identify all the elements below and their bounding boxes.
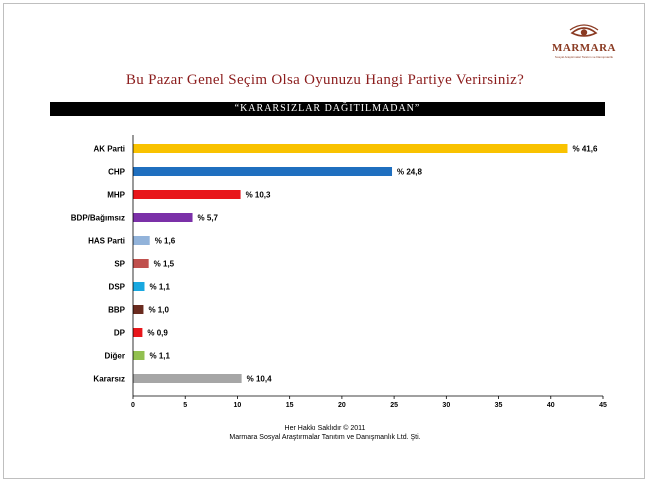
value-label: % 1,1 (149, 283, 170, 292)
bar (133, 167, 393, 176)
subtitle-banner: “KARARSIZLAR DAĞITILMADAN” (50, 102, 605, 116)
value-label: % 0,9 (147, 329, 168, 338)
value-label: % 10,3 (246, 191, 271, 200)
category-label: DSP (109, 283, 126, 292)
slide-frame (3, 3, 645, 479)
logo-tagline: Sosyal Araştırmalar Tanıtım ve Danışmanl… (554, 55, 614, 59)
category-label: Kararsız (93, 375, 125, 384)
marmara-logo: MARMARA Sosyal Araştırmalar Tanıtım ve D… (548, 22, 620, 62)
category-label: BDP/Bağımsız (71, 214, 125, 223)
footer-copyright: Her Hakkı Saklıdır © 2011 (284, 425, 366, 432)
x-tick-label: 35 (495, 402, 503, 409)
category-label: CHP (108, 168, 126, 177)
value-label: % 24,8 (397, 168, 422, 177)
value-label: % 1,0 (148, 306, 169, 315)
chart-title: Bu Pazar Genel Seçim Olsa Oyunuzu Hangi … (125, 72, 525, 88)
value-label: % 5,7 (198, 214, 219, 223)
bar (133, 259, 149, 268)
bar (133, 144, 568, 153)
bar (133, 305, 144, 314)
bar (133, 236, 150, 245)
x-tick-label: 25 (390, 402, 398, 409)
bar (133, 328, 143, 337)
footer: Her Hakkı Saklıdır © 2011 Marmara Sosyal… (0, 424, 650, 442)
category-label: HAS Parti (88, 237, 125, 246)
x-tick-label: 0 (131, 402, 135, 409)
bar (133, 190, 241, 199)
category-label: AK Parti (93, 145, 125, 154)
category-label: Diğer (105, 352, 125, 361)
category-label: MHP (107, 191, 125, 200)
value-label: % 41,6 (572, 145, 597, 154)
value-label: % 1,6 (155, 237, 176, 246)
bar (133, 213, 193, 222)
x-tick-label: 30 (442, 402, 450, 409)
eye-logo-icon (569, 24, 599, 37)
logo-brand-name: MARMARA (552, 42, 616, 54)
value-label: % 10,4 (247, 375, 272, 384)
x-tick-label: 5 (183, 402, 187, 409)
bar (133, 282, 145, 291)
category-label: DP (114, 329, 126, 338)
value-label: % 1,1 (149, 352, 170, 361)
footer-company: Marmara Sosyal Araştırmalar Tanıtım ve D… (229, 434, 421, 441)
x-tick-label: 20 (338, 402, 346, 409)
bar (133, 351, 145, 360)
value-label: % 1,5 (154, 260, 175, 269)
x-tick-label: 10 (234, 402, 242, 409)
x-tick-label: 15 (286, 402, 294, 409)
x-tick-label: 40 (547, 402, 555, 409)
bar (133, 374, 242, 383)
category-label: SP (114, 260, 125, 269)
category-label: BBP (108, 306, 126, 315)
x-tick-label: 45 (599, 402, 607, 409)
